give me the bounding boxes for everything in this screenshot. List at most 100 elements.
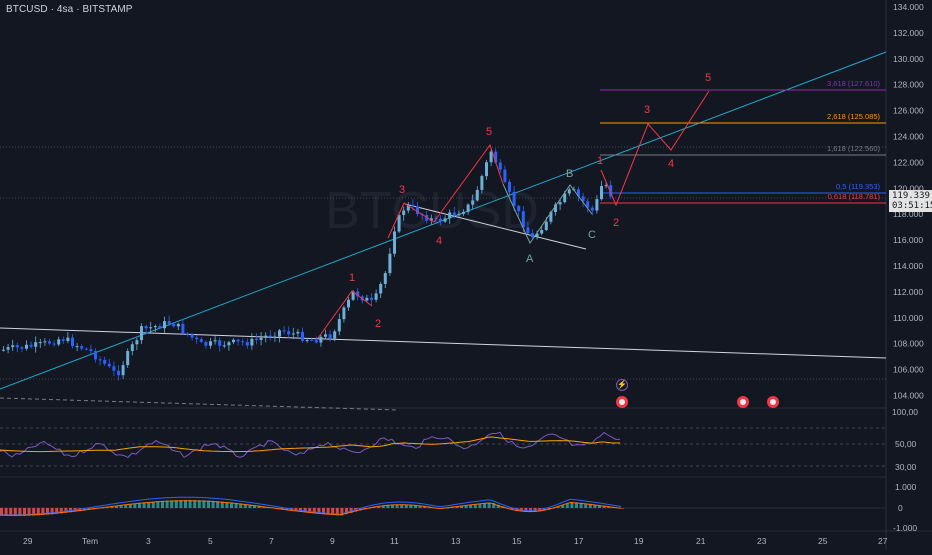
macd-bar	[46, 508, 49, 515]
macd-bar	[124, 504, 128, 508]
macd-bar	[165, 500, 169, 508]
candle-body	[61, 339, 65, 342]
candle-body	[314, 340, 318, 343]
price-axis[interactable]: 134.000 132.000 130.000 128.000 126.000 124.0…	[893, 2, 924, 401]
candle-body	[517, 205, 521, 212]
candle-body	[144, 326, 148, 329]
candle-body	[241, 341, 245, 343]
candle-body	[544, 221, 548, 230]
support-trendline[interactable]	[0, 327, 887, 359]
candle-body	[287, 331, 291, 335]
candle-body	[112, 366, 116, 371]
candle-body	[540, 229, 544, 234]
macd-bar	[326, 508, 330, 515]
candle-body	[379, 283, 383, 294]
macd-bar	[239, 503, 243, 508]
candle-body	[411, 204, 415, 207]
candle-body	[370, 297, 373, 300]
candle-body	[296, 331, 300, 334]
candle-body	[135, 340, 139, 345]
time-axis-label: 11	[390, 536, 399, 546]
candle-body	[278, 330, 281, 337]
symbol-header[interactable]: BTCUSD · 4sa · BITSTAMP	[6, 4, 133, 15]
candle-body	[595, 199, 599, 211]
candle-body	[406, 204, 410, 211]
macd-bar	[253, 505, 256, 508]
candle-body	[310, 339, 314, 341]
time-axis[interactable]: 29 Tem 3 5 7 9 11 13 15 17 19 21 23 25 27	[23, 536, 888, 546]
time-axis-label: 13	[451, 536, 461, 546]
candle-body	[236, 339, 240, 342]
fib-extension[interactable]	[600, 89, 886, 204]
candle-body	[80, 346, 84, 349]
candle-body	[140, 326, 143, 341]
candle-body	[563, 193, 567, 203]
macd-bar	[220, 501, 224, 508]
candle-body	[25, 344, 28, 349]
candle-body	[75, 346, 79, 348]
candle-body	[282, 330, 286, 332]
wave-path-projection	[600, 90, 710, 207]
wave-label: 3	[644, 104, 650, 116]
candle-body	[232, 339, 235, 343]
macd-bar	[478, 503, 482, 508]
candle-body	[475, 189, 479, 201]
macd-bar	[161, 500, 164, 508]
candle-body	[498, 162, 502, 170]
macd-bar	[621, 508, 624, 509]
time-axis-label: 27	[878, 536, 888, 546]
candle-body	[590, 207, 594, 211]
candle-body	[319, 336, 323, 343]
us-flag-event-icon[interactable]	[767, 396, 779, 408]
macd-bar	[188, 500, 192, 508]
macd-bar	[207, 500, 210, 508]
ascending-trendline[interactable]	[0, 51, 887, 390]
candle-body	[213, 340, 217, 342]
lightning-event-icon[interactable]: ⚡	[616, 379, 628, 391]
rsi-axis-label: 50,00	[895, 439, 917, 449]
candle-body	[20, 347, 24, 349]
wedge-lower-line[interactable]	[404, 203, 587, 250]
macd-bar	[170, 500, 174, 508]
dashed-trendline	[0, 397, 399, 411]
macd-bar	[248, 504, 252, 508]
time-axis-label: 29	[23, 536, 33, 546]
candle-body	[337, 319, 341, 332]
macd-bar	[358, 508, 362, 511]
macd-bar	[101, 507, 105, 509]
macd-bar	[579, 502, 583, 508]
macd-bar	[147, 501, 151, 508]
candle-body	[609, 185, 613, 197]
us-flag-event-icon[interactable]	[616, 396, 628, 408]
candle-body	[268, 335, 272, 337]
us-flag-event-icon[interactable]	[737, 396, 749, 408]
wave-label: C	[588, 229, 596, 241]
candle-body	[558, 202, 562, 205]
macd-bar	[345, 508, 348, 515]
macd-bar	[41, 508, 45, 516]
time-axis-label: 15	[512, 536, 522, 546]
candle-body	[324, 334, 327, 337]
macd-bar	[110, 506, 114, 508]
candle-body	[347, 299, 350, 308]
fib-level-label: 1,618 (122.560)	[827, 144, 880, 153]
price-axis-label: 116.000	[893, 235, 923, 245]
macd-bar	[193, 500, 197, 508]
macd-bar	[492, 503, 496, 508]
candle-body	[351, 291, 355, 300]
candle-body	[356, 291, 360, 297]
macd-bar	[598, 505, 601, 508]
macd-bar	[0, 508, 3, 516]
candle-body	[94, 351, 97, 360]
candle-body	[489, 151, 493, 163]
candle-body	[549, 212, 553, 222]
time-axis-label: 23	[757, 536, 767, 546]
price-axis-label: 124.000	[893, 132, 924, 142]
price-axis-label: 132.000	[893, 28, 924, 38]
candle-body	[209, 341, 212, 346]
price-axis-label: 110.000	[893, 313, 923, 323]
wave-label: 1	[597, 155, 603, 167]
time-axis-label: Tem	[82, 536, 98, 546]
